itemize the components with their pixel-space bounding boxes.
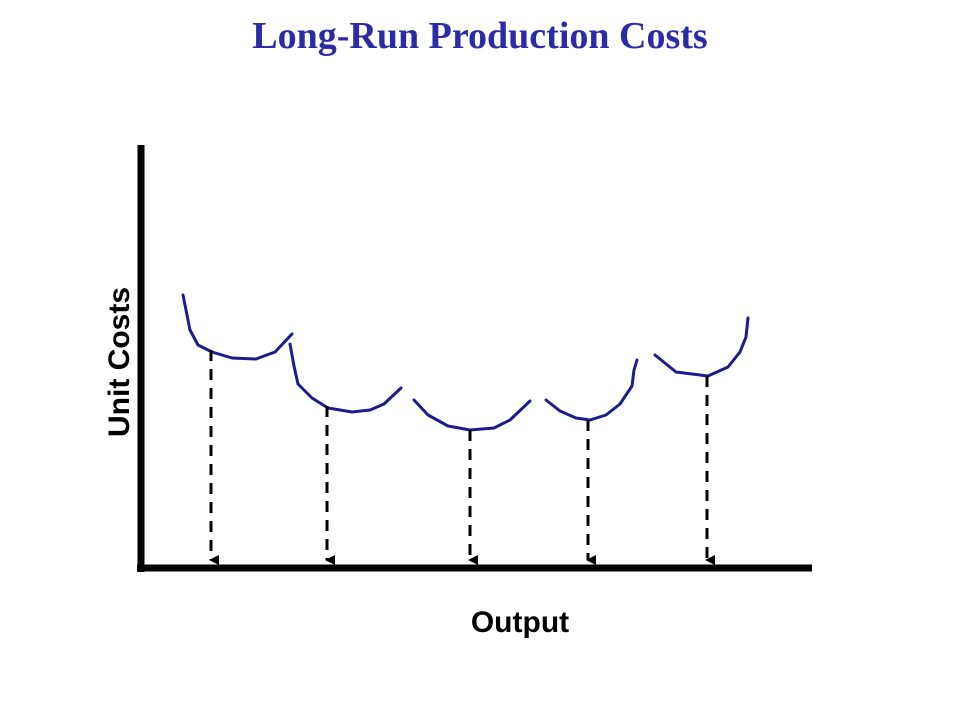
x-axis-label: Output — [471, 606, 569, 639]
cost-curve-2 — [288, 342, 403, 414]
cost-curve-3 — [412, 398, 532, 432]
cost-curve-1 — [181, 293, 294, 361]
y-axis-label: Unit Costs — [103, 287, 136, 437]
page-title: Long-Run Production Costs — [252, 15, 708, 57]
cost-curve-4 — [544, 358, 639, 422]
cost-curve-5 — [653, 316, 750, 378]
